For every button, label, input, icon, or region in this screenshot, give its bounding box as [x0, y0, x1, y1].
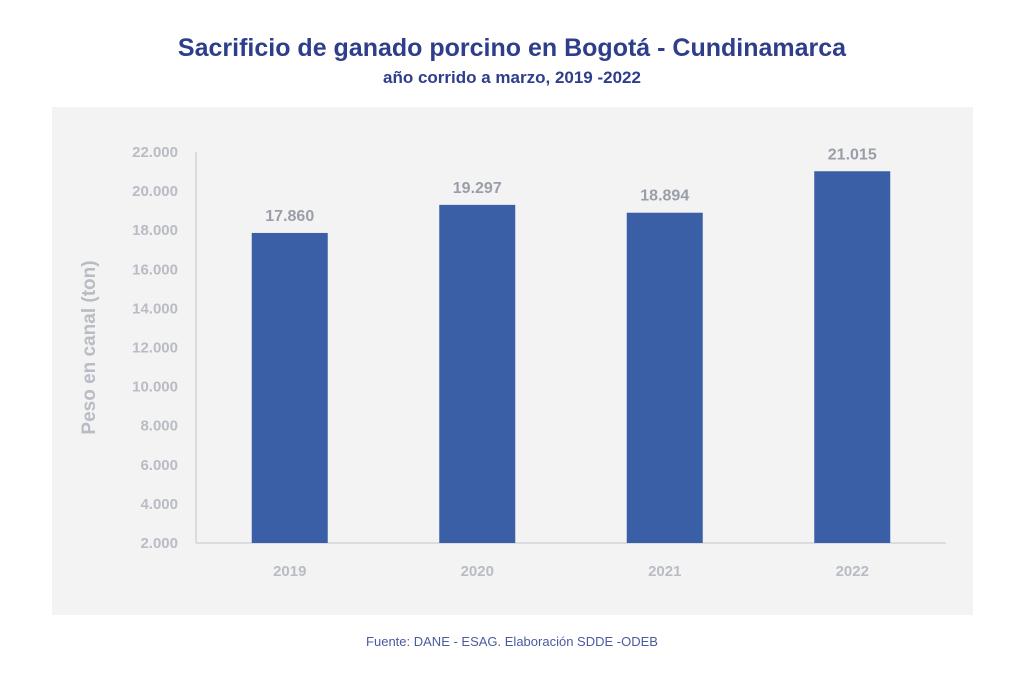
x-tick-label: 2021	[648, 563, 681, 580]
y-tick-label: 12.000	[132, 340, 178, 357]
x-tick-label: 2019	[273, 563, 306, 580]
y-tick-label: 18.000	[132, 222, 178, 239]
data-label: 19.297	[453, 180, 502, 197]
y-tick-label: 22.000	[132, 144, 178, 161]
bar	[439, 204, 516, 544]
y-tick-label: 2.000	[140, 535, 178, 552]
y-tick-label: 6.000	[140, 457, 178, 474]
y-tick-label: 4.000	[140, 496, 178, 513]
chart-subtitle: año corrido a marzo, 2019 -2022	[383, 68, 641, 87]
bar	[814, 171, 891, 543]
y-axis-title: Peso en canal (ton)	[79, 260, 100, 434]
x-tick-label: 2022	[836, 563, 869, 580]
data-label: 18.894	[640, 188, 689, 205]
y-tick-label: 16.000	[132, 261, 178, 278]
y-tick-label: 20.000	[132, 183, 178, 200]
data-label: 17.860	[265, 208, 314, 225]
y-tick-label: 14.000	[132, 300, 178, 317]
bar	[251, 232, 328, 543]
x-axis-ticks: 2019 2020 2021 2022	[273, 563, 869, 580]
x-tick-label: 2020	[461, 563, 494, 580]
data-label: 21.015	[828, 146, 877, 163]
bars: 17.860 19.297 18.894 21.015	[251, 146, 891, 544]
y-tick-label: 10.000	[132, 379, 178, 396]
y-tick-label: 8.000	[140, 418, 178, 435]
y-axis-ticks: 2.000 4.000 6.000 8.000 10.000 12.000 14.000 16…	[132, 144, 178, 552]
bar	[626, 212, 703, 544]
source-note: Fuente: DANE - ESAG. Elaboración SDDE -O…	[366, 634, 658, 649]
chart-title: Sacrificio de ganado porcino en Bogotá -…	[177, 34, 847, 62]
